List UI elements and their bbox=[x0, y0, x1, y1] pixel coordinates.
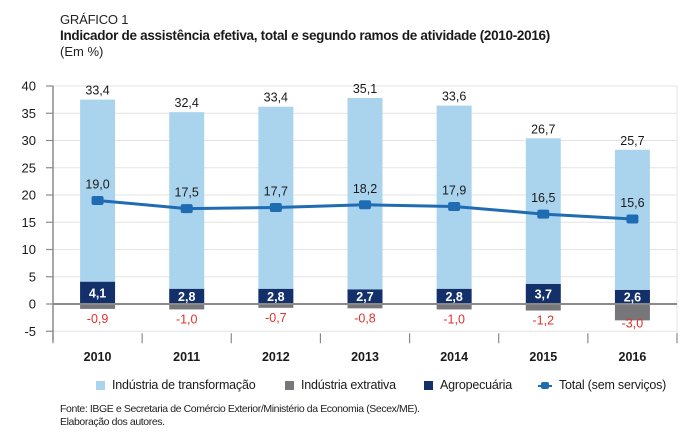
bar-industria-transformacao bbox=[169, 112, 205, 289]
data-label-agropecuaria: 2,8 bbox=[445, 290, 462, 304]
bar-agropecuaria bbox=[258, 288, 294, 304]
data-label-industria-extrativa: -1,0 bbox=[443, 312, 465, 326]
bar-industria-extrativa bbox=[258, 304, 294, 308]
data-label-agropecuaria: 2,8 bbox=[178, 290, 195, 304]
data-label-total: 15,6 bbox=[620, 196, 644, 210]
bar-industria-transformacao bbox=[436, 105, 472, 289]
x-tick-label: 2015 bbox=[529, 350, 557, 364]
data-label-agropecuaria: 3,7 bbox=[535, 287, 552, 301]
y-tick-label: 40 bbox=[22, 79, 36, 94]
data-label-industria-transformacao: 26,7 bbox=[531, 122, 555, 136]
legend-swatch-icon bbox=[424, 380, 433, 390]
legend-item-industria-transformacao: Indústria de transformação bbox=[96, 376, 256, 394]
data-label-industria-extrativa: -3,0 bbox=[622, 316, 644, 330]
bar-agropecuaria bbox=[436, 288, 472, 304]
line-marker-total bbox=[537, 209, 550, 219]
line-marker-total bbox=[91, 195, 104, 205]
line-marker-total bbox=[626, 214, 639, 224]
data-label-industria-transformacao: 33,4 bbox=[264, 91, 288, 105]
bar-industria-extrativa bbox=[614, 304, 650, 321]
legend-item-agropecuaria: Agropecuária bbox=[424, 376, 512, 394]
legend-swatch-icon bbox=[285, 380, 294, 390]
data-label-industria-transformacao: 33,4 bbox=[85, 84, 109, 98]
y-tick-label: 25 bbox=[22, 160, 36, 175]
data-label-industria-extrativa: -1,2 bbox=[533, 314, 555, 328]
y-tick-label: 5 bbox=[29, 269, 36, 284]
bar-industria-extrativa bbox=[347, 304, 383, 309]
line-marker-total bbox=[269, 203, 282, 213]
bar-industria-extrativa bbox=[80, 304, 116, 309]
data-label-agropecuaria: 2,7 bbox=[356, 290, 373, 304]
chart-unit: (Em %) bbox=[60, 44, 104, 59]
bar-agropecuaria bbox=[169, 288, 205, 304]
data-label-total: 19,0 bbox=[85, 177, 109, 191]
y-tick-label: 20 bbox=[22, 188, 36, 203]
x-tick-label: 2012 bbox=[262, 350, 290, 364]
legend: Indústria de transformação Indústria ext… bbox=[0, 376, 686, 394]
legend-line-marker-icon bbox=[538, 381, 552, 390]
legend-swatch-icon bbox=[96, 380, 105, 390]
x-tick-label: 2014 bbox=[440, 350, 468, 364]
data-label-total: 18,2 bbox=[353, 182, 377, 196]
legend-label: Agropecuária bbox=[440, 378, 512, 392]
x-tick-label: 2013 bbox=[351, 350, 379, 364]
y-tick-label: 0 bbox=[29, 297, 36, 312]
y-tick-label: 35 bbox=[22, 106, 36, 121]
data-label-industria-extrativa: -0,8 bbox=[354, 311, 376, 325]
y-tick-label: 10 bbox=[22, 242, 36, 257]
y-tick-label: 15 bbox=[22, 215, 36, 230]
legend-label: Total (sem serviços) bbox=[559, 378, 667, 392]
data-label-agropecuaria: 2,8 bbox=[267, 290, 284, 304]
chart-header: GRÁFICO 1 Indicador de assistência efeti… bbox=[60, 12, 550, 60]
bar-industria-transformacao bbox=[80, 99, 116, 282]
data-label-total: 17,7 bbox=[264, 185, 288, 199]
data-label-industria-transformacao: 32,4 bbox=[175, 96, 199, 110]
legend-item-total: Total (sem serviços) bbox=[538, 376, 666, 394]
bar-agropecuaria bbox=[525, 283, 561, 304]
data-label-industria-extrativa: -0,9 bbox=[87, 312, 109, 326]
line-marker-total bbox=[448, 201, 461, 211]
chart-footer: Fonte: IBGE e Secretaria de Comércio Ext… bbox=[60, 403, 420, 429]
data-label-agropecuaria: 4,1 bbox=[89, 286, 106, 300]
x-tick-label: 2011 bbox=[173, 350, 200, 364]
y-tick-label: 30 bbox=[22, 133, 36, 148]
bar-industria-extrativa bbox=[169, 304, 205, 310]
data-label-agropecuaria: 2,6 bbox=[624, 290, 641, 304]
data-label-total: 17,9 bbox=[442, 183, 466, 197]
data-label-industria-transformacao: 35,1 bbox=[353, 82, 377, 96]
data-label-industria-extrativa: -0,7 bbox=[265, 311, 287, 325]
bar-industria-transformacao bbox=[347, 97, 383, 290]
bar-industria-extrativa bbox=[525, 304, 561, 311]
x-tick-label: 2016 bbox=[619, 350, 647, 364]
bar-industria-extrativa bbox=[436, 304, 472, 310]
y-tick-label: -5 bbox=[24, 324, 36, 339]
legend-label: Indústria extrativa bbox=[301, 378, 396, 392]
data-label-total: 16,5 bbox=[531, 191, 555, 205]
data-label-total: 17,5 bbox=[175, 186, 199, 200]
bar-agropecuaria bbox=[80, 281, 116, 304]
line-marker-total bbox=[180, 204, 193, 214]
bar-industria-transformacao bbox=[258, 106, 294, 289]
data-label-industria-extrativa: -1,0 bbox=[176, 312, 198, 326]
legend-item-industria-extrativa: Indústria extrativa bbox=[285, 376, 396, 394]
line-marker-total bbox=[359, 200, 371, 210]
bar-agropecuaria bbox=[614, 289, 650, 304]
figure-label: GRÁFICO 1 bbox=[60, 12, 129, 27]
legend-label: Indústria de transformação bbox=[112, 378, 256, 392]
bar-agropecuaria bbox=[347, 289, 383, 304]
source-note: Fonte: IBGE e Secretaria de Comércio Ext… bbox=[60, 403, 420, 415]
data-label-industria-transformacao: 33,6 bbox=[442, 90, 466, 104]
chart-area: -5 0 5 10 15 20 25 30 35 40 2010 33,4 4,1 -0,9 19,0 201… bbox=[22, 79, 678, 364]
authorship-note: Elaboração dos autores. bbox=[60, 416, 165, 428]
data-label-industria-transformacao: 25,7 bbox=[620, 134, 644, 148]
chart-title: Indicador de assistência efetiva, total … bbox=[60, 28, 550, 43]
x-tick-label: 2010 bbox=[84, 350, 112, 364]
